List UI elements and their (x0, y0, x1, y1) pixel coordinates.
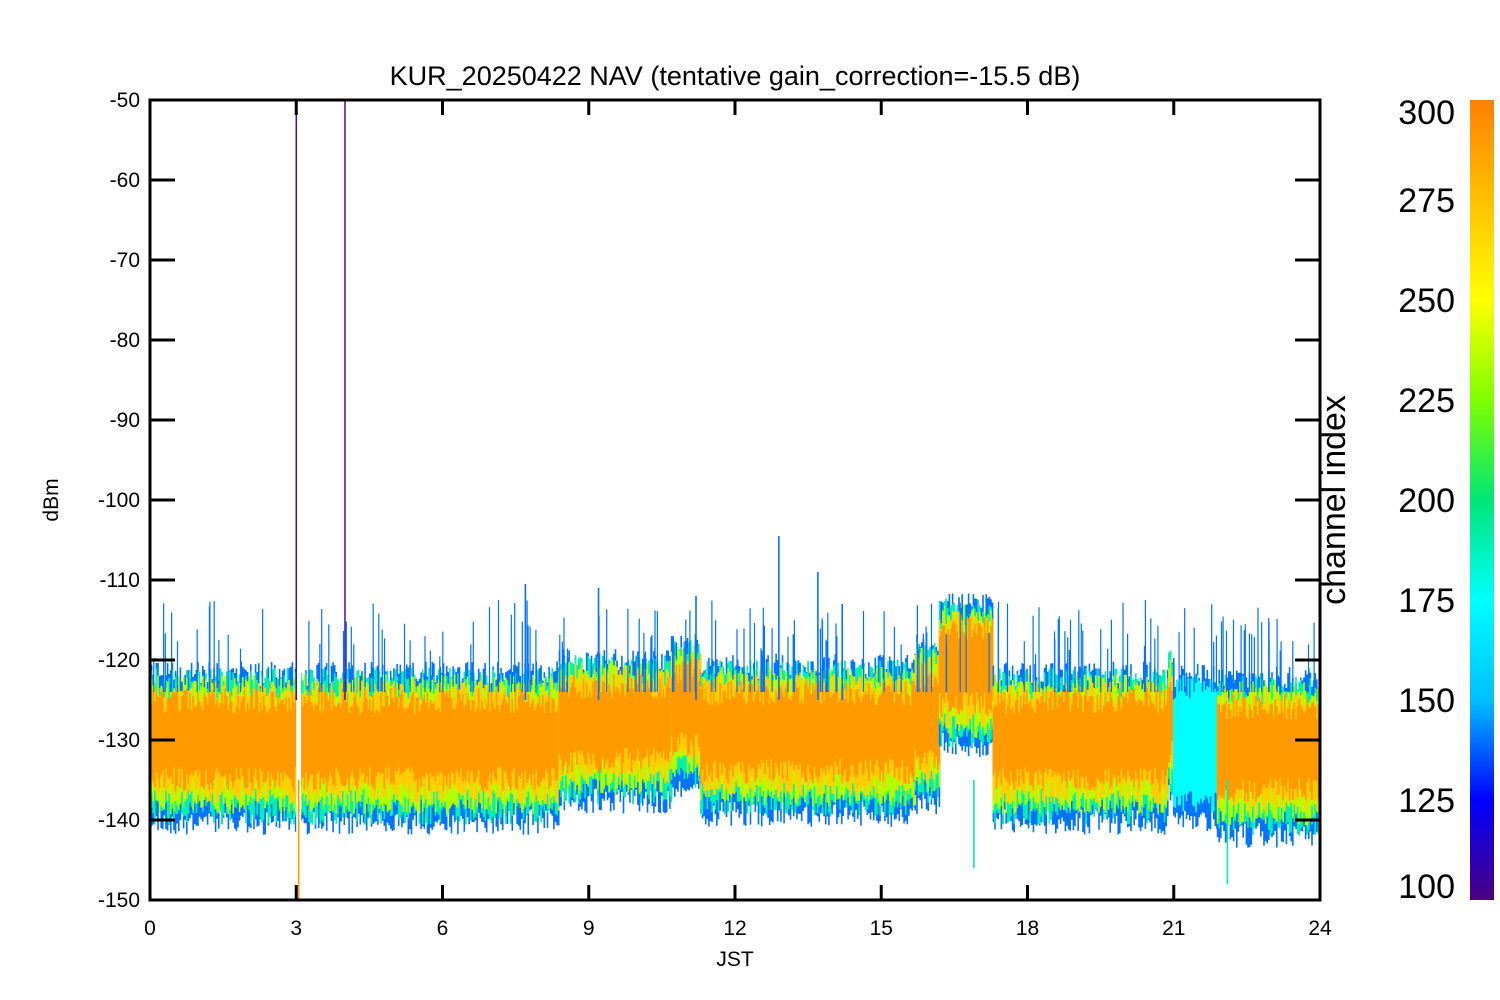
y-axis: -50 -60 -70 -80 -90 -100 -110 -120 -130 -140 -150 (98, 89, 1320, 912)
noise-segment (992, 661, 1169, 835)
y-tick-label: -60 (110, 169, 140, 192)
data-gap (296, 100, 302, 900)
y-tick-label: -100 (98, 489, 140, 512)
x-tick-label: 9 (583, 917, 595, 940)
y-tick-label: -150 (98, 889, 140, 912)
x-tick-label: 3 (290, 917, 302, 940)
noise-segment (938, 593, 994, 757)
y-tick-label: -50 (110, 89, 140, 112)
x-tick-label: 21 (1162, 917, 1185, 940)
spike-layer (295, 100, 1229, 900)
x-tick-label: 0 (144, 917, 156, 940)
x-tick-label: 24 (1308, 917, 1332, 940)
noise-band (914, 663, 941, 770)
noise-segment (558, 649, 673, 814)
colorbar-tick-label: 175 (1398, 582, 1455, 620)
colorbar (1470, 100, 1494, 900)
data-layer (150, 100, 1320, 900)
y-tick-label: -110 (100, 569, 140, 592)
minor-spikes (153, 600, 1315, 692)
noise-band (700, 680, 917, 784)
y-tick-label: -70 (110, 249, 140, 272)
noise-band (558, 674, 673, 774)
x-tick-label: 15 (870, 917, 893, 940)
noise-segment (1168, 650, 1175, 801)
noise-band (938, 617, 994, 718)
x-tick-label: 6 (437, 917, 449, 940)
colorbar-tick-label: 125 (1398, 782, 1455, 820)
x-axis-label: JST (716, 948, 754, 971)
chart-title: KUR_20250422 NAV (tentative gain_correct… (390, 61, 1081, 91)
colorbar-title: channel index (1315, 395, 1353, 605)
y-tick-label: -90 (110, 409, 140, 432)
x-tick-label: 12 (723, 917, 746, 940)
colorbar-tick-label: 300 (1398, 94, 1455, 132)
colorbar-tick-label: 275 (1398, 182, 1455, 220)
colorbar-tick-label: 100 (1398, 868, 1455, 906)
y-tick-label: -120 (98, 649, 140, 672)
colorbar-tick-label: 200 (1398, 482, 1455, 520)
noise-band (992, 688, 1169, 792)
colorbar-tick-label: 150 (1398, 682, 1455, 720)
noise-segment (914, 634, 941, 815)
colorbar-tick-label: 225 (1398, 382, 1455, 420)
colorbar-ticks: 300 275 250 225 200 175 150 125 100 (1398, 94, 1455, 906)
noise-segment (700, 653, 917, 827)
y-tick-label: -140 (98, 809, 140, 832)
y-tick-label: -130 (98, 729, 140, 752)
noise-segment (1173, 663, 1218, 831)
noise-band (1168, 676, 1175, 763)
minor-spike-path (153, 600, 1315, 692)
noise-segment (1216, 666, 1320, 848)
y-tick-label: -80 (110, 329, 140, 352)
x-axis: 0 3 6 9 12 15 18 21 24 (144, 100, 1332, 940)
noise-segment (670, 636, 702, 797)
x-tick-label: 18 (1016, 917, 1039, 940)
y-axis-label: dBm (40, 478, 63, 521)
noise-band (1173, 674, 1218, 813)
noise-band (670, 657, 702, 756)
colorbar-tick-label: 250 (1398, 282, 1455, 320)
